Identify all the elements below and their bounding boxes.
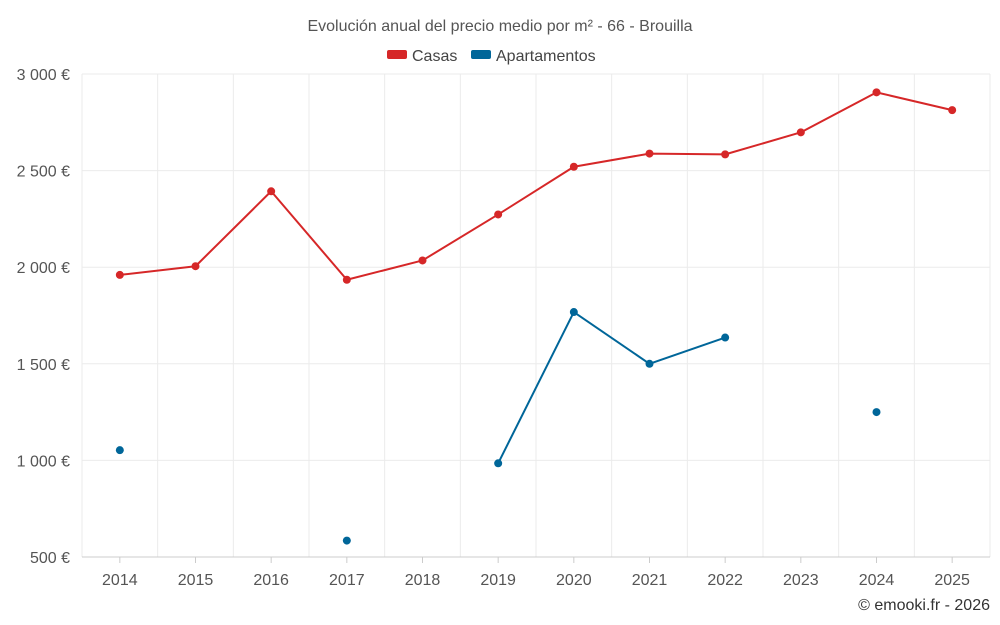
x-tick-label: 2021	[632, 572, 668, 589]
x-tick-label: 2023	[783, 572, 819, 589]
x-tick-label: 2014	[102, 572, 138, 589]
legend-label-casas: Casas	[412, 48, 457, 65]
legend-label-apartamentos: Apartamentos	[496, 48, 596, 65]
grid	[81, 73, 991, 557]
series-casas	[115, 88, 957, 284]
y-tick-label: 2 000 €	[17, 260, 70, 277]
data-point-casas[interactable]	[494, 210, 503, 219]
x-tick-label: 2016	[253, 572, 289, 589]
legend-item-apartamentos[interactable]: Apartamentos	[471, 48, 596, 65]
y-tick-label: 2 500 €	[17, 164, 70, 181]
y-tick-label: 500 €	[30, 550, 70, 567]
x-tick-label: 2018	[405, 572, 441, 589]
data-point-apartamentos[interactable]	[721, 333, 730, 342]
x-tick-label: 2025	[934, 572, 970, 589]
chart-title: Evolución anual del precio medio por m² …	[307, 18, 692, 35]
x-tick-label: 2017	[329, 572, 365, 589]
data-point-apartamentos[interactable]	[872, 408, 881, 417]
y-tick-label: 1 500 €	[17, 357, 70, 374]
data-point-casas[interactable]	[267, 187, 276, 196]
series-line-apartamentos	[497, 311, 726, 464]
data-point-casas[interactable]	[872, 88, 881, 97]
x-tick-label: 2019	[480, 572, 516, 589]
legend: Casas Apartamentos	[387, 48, 596, 65]
data-point-casas[interactable]	[796, 128, 805, 137]
y-tick-label: 3 000 €	[17, 67, 70, 84]
data-point-apartamentos[interactable]	[342, 536, 351, 545]
series-apartamentos	[115, 308, 881, 545]
data-point-casas[interactable]	[115, 270, 124, 279]
data-point-apartamentos[interactable]	[115, 446, 124, 455]
data-point-casas[interactable]	[191, 262, 200, 271]
x-tick-label: 2015	[178, 572, 214, 589]
legend-swatch-casas	[387, 50, 407, 59]
legend-item-casas[interactable]: Casas	[387, 48, 457, 65]
axes: 500 € 1 000 € 1 500 € 2 000 € 2 500 € 3 000 €…	[17, 67, 990, 589]
data-point-casas[interactable]	[569, 162, 578, 171]
data-point-apartamentos[interactable]	[569, 308, 578, 317]
series-line-casas	[119, 91, 953, 281]
x-tick-label: 2022	[707, 572, 743, 589]
credit-text: © emooki.fr - 2026	[858, 597, 990, 614]
data-point-casas[interactable]	[721, 150, 730, 159]
data-point-apartamentos[interactable]	[645, 359, 654, 368]
data-point-casas[interactable]	[418, 256, 427, 265]
legend-swatch-apartamentos	[471, 50, 491, 59]
data-point-casas[interactable]	[948, 106, 957, 115]
series	[115, 88, 957, 545]
data-point-casas[interactable]	[645, 149, 654, 158]
data-point-casas[interactable]	[342, 275, 351, 284]
data-point-apartamentos[interactable]	[494, 459, 503, 468]
x-tick-label: 2024	[859, 572, 895, 589]
x-tick-label: 2020	[556, 572, 592, 589]
y-tick-label: 1 000 €	[17, 453, 70, 470]
